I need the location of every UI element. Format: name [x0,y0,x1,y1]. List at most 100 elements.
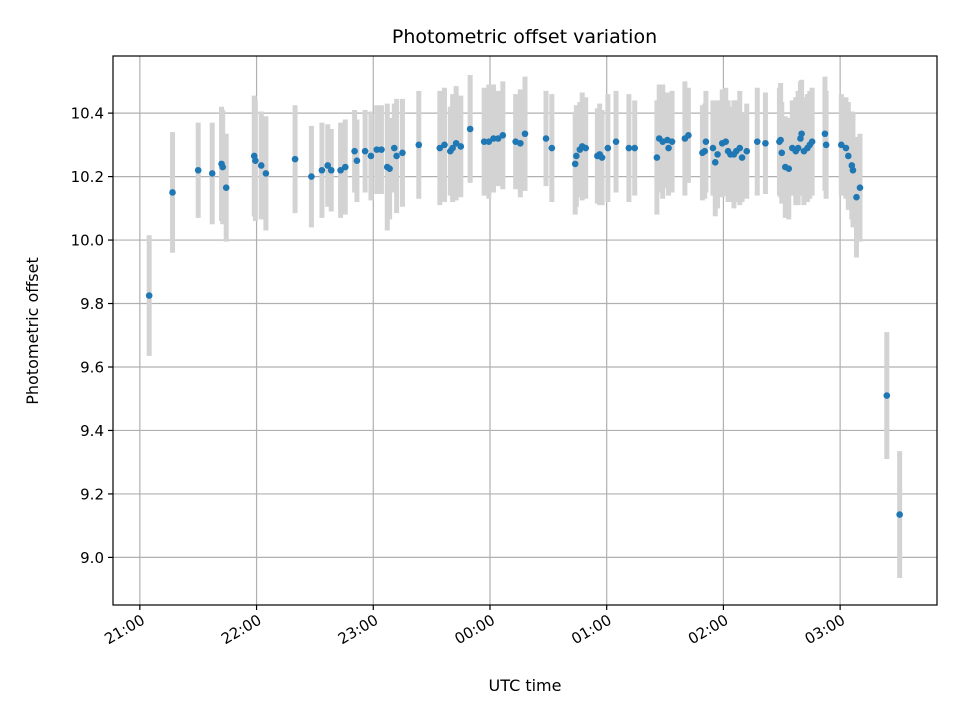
data-point [490,135,497,142]
data-point [145,292,153,299]
data-point [714,151,721,158]
data-point [837,141,845,149]
data-point [573,152,580,160]
data-point [399,149,406,157]
data-point [604,144,612,152]
data-point [743,147,751,155]
y-axis-label: Photometric offset [23,257,42,405]
data-point [709,144,717,152]
data-point [480,138,488,145]
data-point [521,130,529,138]
data-point [386,165,393,172]
data-point [571,160,579,168]
data-point [856,184,864,191]
data-point [808,138,816,145]
data-point [665,144,672,152]
x-tick-label: 00:00 [452,611,498,648]
data-point [373,146,381,153]
y-tick-label: 10.4 [71,105,104,123]
data-point [499,132,507,139]
y-tick-label: 9.4 [80,422,104,440]
x-tick-label: 03:00 [802,611,848,648]
data-point [324,162,332,169]
data-point [257,162,265,169]
data-point [653,154,661,161]
data-point [308,173,315,180]
x-tick-label: 22:00 [218,611,264,648]
data-point [612,138,620,145]
x-tick-label: 21:00 [101,611,147,648]
data-point [762,139,769,147]
y-tick-label: 9.6 [80,358,104,376]
data-point [208,170,216,177]
data-point [883,392,891,399]
data-points [145,125,903,518]
data-point [361,147,369,155]
data-point [367,152,375,160]
data-point [821,130,829,138]
data-point [219,163,227,171]
x-tick-label: 01:00 [568,611,614,648]
x-tick-label: 23:00 [335,611,381,648]
data-point [896,511,903,518]
y-tick-label: 10.0 [71,232,104,250]
data-point [390,144,398,152]
data-point [318,166,326,174]
y-tick-label: 10.2 [71,168,104,186]
data-point [353,157,361,165]
data-point [701,147,709,155]
data-point [777,136,784,144]
data-point [169,189,176,196]
data-point [341,163,349,171]
data-point [291,155,299,163]
data-point [711,159,719,166]
data-point [598,154,606,161]
x-tick-label: 02:00 [685,611,731,648]
data-point [436,144,444,152]
data-point [849,166,857,174]
data-point [853,193,860,201]
error-bars [146,75,903,579]
data-point [415,141,423,149]
y-tick-label: 9.8 [80,295,104,313]
chart-title: Photometric offset variation [392,26,657,48]
data-point [582,144,589,152]
data-point [738,154,746,161]
x-axis-ticks: 21:00 22:00 23:00 00:00 01:00 02:00 03:00 [101,605,848,648]
data-point [441,141,448,149]
data-point [542,135,550,142]
data-point [466,125,474,133]
data-point [449,144,456,152]
x-axis-label: UTC time [489,676,562,695]
data-point [517,139,524,147]
y-tick-label: 9.0 [80,549,104,567]
data-point [485,138,493,145]
data-point [393,152,400,160]
plot-frame [112,55,938,606]
data-point [327,166,335,174]
data-point [685,132,692,139]
data-point [222,184,230,191]
data-point [457,143,465,150]
data-point [842,144,850,152]
data-point [194,166,202,174]
data-point [753,138,761,145]
data-point [351,147,358,155]
data-point [798,130,805,138]
data-point [262,170,270,177]
data-point [722,138,730,145]
data-point [785,165,793,172]
data-point [378,146,385,153]
data-point [252,157,259,165]
data-point [548,144,556,152]
data-point [736,144,744,152]
y-tick-label: 9.2 [80,485,104,503]
y-axis-ticks: 9.0 9.2 9.4 9.6 9.8 10.0 10.2 10.4 [71,105,113,567]
data-point [452,139,460,147]
data-point [337,166,344,174]
data-point [702,138,710,145]
data-point [625,144,633,152]
data-point [668,138,676,145]
data-point [822,141,830,149]
